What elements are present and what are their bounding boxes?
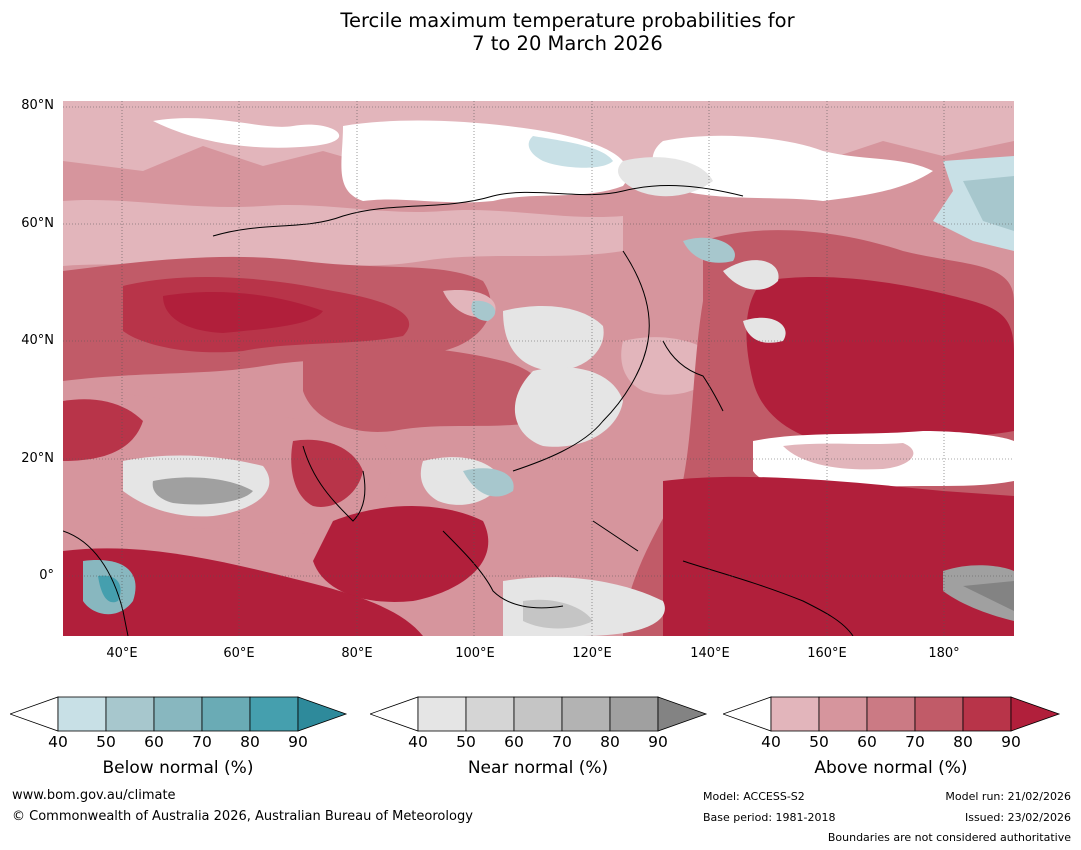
lon-label-60e: 60°E: [223, 646, 255, 661]
above-tick-90: 90: [1001, 733, 1021, 751]
below-tick-50: 50: [96, 733, 116, 751]
above-tick-80: 80: [953, 733, 973, 751]
near-segment-1: [417, 696, 467, 732]
lat-label-60n: 60°N: [21, 216, 54, 231]
below-tick-40: 40: [48, 733, 68, 751]
near-tick-60: 60: [504, 733, 524, 751]
model-run-text: Model run: 21/02/2026: [945, 790, 1071, 803]
below-segment-5: [249, 696, 299, 732]
lon-label-140e: 140°E: [690, 646, 730, 661]
lat-label-20n: 20°N: [21, 451, 54, 466]
title-line-1: Tercile maximum temperature probabilitie…: [340, 9, 795, 32]
near-tick-40: 40: [408, 733, 428, 751]
above-segment-3: [866, 696, 916, 732]
website-link[interactable]: www.bom.gov.au/climate: [12, 788, 176, 803]
above-segment-4: [914, 696, 964, 732]
above-tick-50: 50: [809, 733, 829, 751]
above-segment-1: [770, 696, 820, 732]
above-segment-5: [962, 696, 1012, 732]
below-tick-60: 60: [144, 733, 164, 751]
base-period-text: Base period: 1981-2018: [703, 811, 836, 824]
lon-label-80e: 80°E: [341, 646, 373, 661]
below-normal-colorbar: [10, 696, 348, 732]
lon-label-40e: 40°E: [106, 646, 138, 661]
title-line-2: 7 to 20 March 2026: [472, 32, 663, 55]
boundaries-disclaimer: Boundaries are not considered authoritat…: [827, 831, 1071, 844]
lat-label-80n: 80°N: [21, 98, 54, 113]
copyright-text: © Commonwealth of Australia 2026, Austra…: [12, 809, 473, 824]
lon-label-160e: 160°E: [807, 646, 847, 661]
below-tick-80: 80: [240, 733, 260, 751]
above-overflow-segment: [1010, 696, 1061, 732]
near-segment-3: [513, 696, 563, 732]
below-underflow-segment: [10, 696, 59, 732]
issued-text: Issued: 23/02/2026: [964, 811, 1071, 824]
lon-label-120e: 120°E: [572, 646, 612, 661]
above-normal-label: Above normal (%): [814, 758, 968, 778]
below-segment-2: [105, 696, 155, 732]
below-tick-90: 90: [288, 733, 308, 751]
near-overflow-segment: [657, 696, 708, 732]
below-tick-70: 70: [192, 733, 212, 751]
below-overflow-segment: [297, 696, 348, 732]
model-text: Model: ACCESS-S2: [703, 790, 805, 803]
above-tick-70: 70: [905, 733, 925, 751]
near-normal-segments: [417, 696, 659, 732]
map-title: Tercile maximum temperature probabilitie…: [0, 9, 1081, 55]
above-normal-colorbar: [723, 696, 1061, 732]
near-tick-50: 50: [456, 733, 476, 751]
lat-label-0: 0°: [39, 568, 54, 583]
lon-label-180: 180°: [928, 646, 960, 661]
probability-map: [63, 101, 1014, 636]
below-segment-1: [57, 696, 107, 732]
above-tick-60: 60: [857, 733, 877, 751]
lon-label-100e: 100°E: [455, 646, 495, 661]
near-tick-70: 70: [552, 733, 572, 751]
near-tick-90: 90: [648, 733, 668, 751]
above-segment-2: [818, 696, 868, 732]
near-normal-colorbar: [370, 696, 708, 732]
above-underflow-segment: [723, 696, 772, 732]
near-segment-5: [609, 696, 659, 732]
near-segment-4: [561, 696, 611, 732]
above-tick-40: 40: [761, 733, 781, 751]
below-segment-4: [201, 696, 251, 732]
near-underflow-segment: [370, 696, 419, 732]
above-normal-segments: [770, 696, 1012, 732]
near-segment-2: [465, 696, 515, 732]
near-normal-label: Near normal (%): [467, 758, 609, 778]
below-normal-segments: [57, 696, 299, 732]
below-segment-3: [153, 696, 203, 732]
near-tick-80: 80: [600, 733, 620, 751]
below-normal-label: Below normal (%): [102, 758, 254, 778]
lat-label-40n: 40°N: [21, 333, 54, 348]
